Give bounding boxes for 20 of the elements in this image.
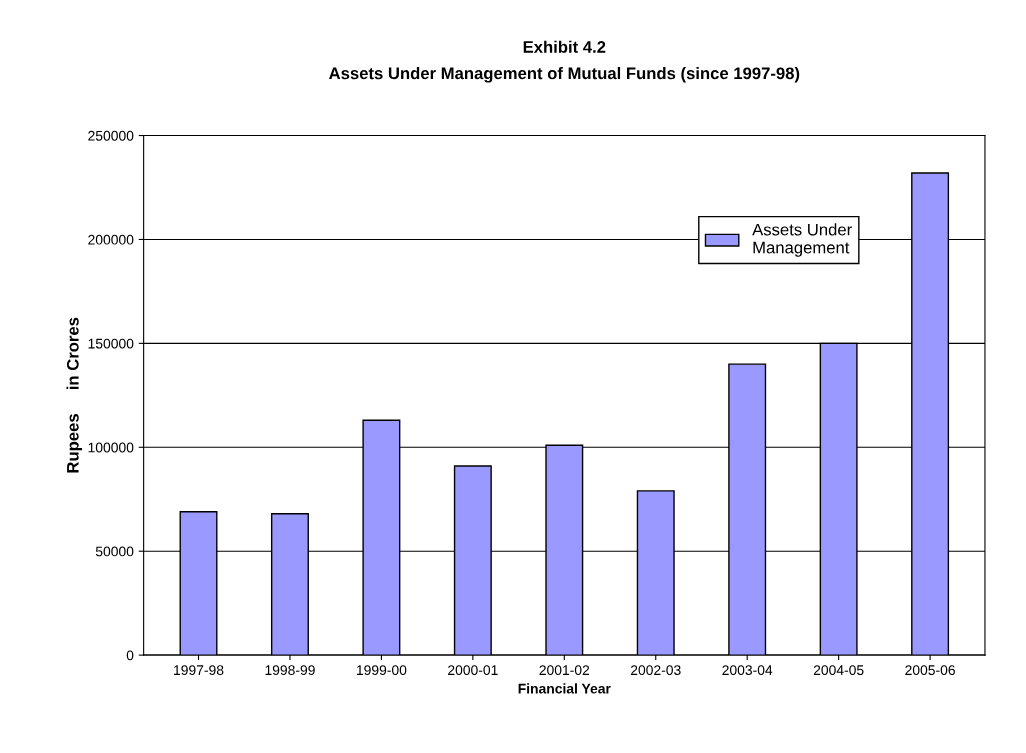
y-tick-label: 100000 [88, 442, 134, 453]
x-tick-label: 2000-01 [448, 665, 498, 676]
y-tick-label: 250000 [88, 130, 134, 141]
y-tick-label: 150000 [88, 338, 134, 349]
x-tick-label: 2002-03 [630, 665, 681, 676]
chart-subtitle: Assets Under Management of Mutual Funds (since 1997-98) [329, 66, 800, 83]
chart-title: Exhibit 4.2 [523, 40, 606, 53]
x-tick-label: 1999-00 [356, 665, 407, 676]
x-tick-label: 2005-06 [905, 665, 955, 676]
y-tick-label: 0 [126, 650, 134, 661]
x-axis-title: Financial Year [518, 683, 611, 694]
y-tick-label: 50000 [95, 546, 134, 557]
x-tick-label: 2004-05 [813, 665, 864, 676]
y-tick-label: 200000 [88, 234, 134, 245]
x-tick-label: 1998-99 [265, 665, 315, 676]
x-tick-label: 2003-04 [722, 665, 773, 676]
legend-label: Assets Under Management [752, 223, 852, 257]
y-axis-title: Rupees in Crores [66, 317, 83, 473]
x-tick-label: 1997-98 [174, 665, 224, 676]
x-tick-label: 2001-02 [539, 665, 590, 676]
